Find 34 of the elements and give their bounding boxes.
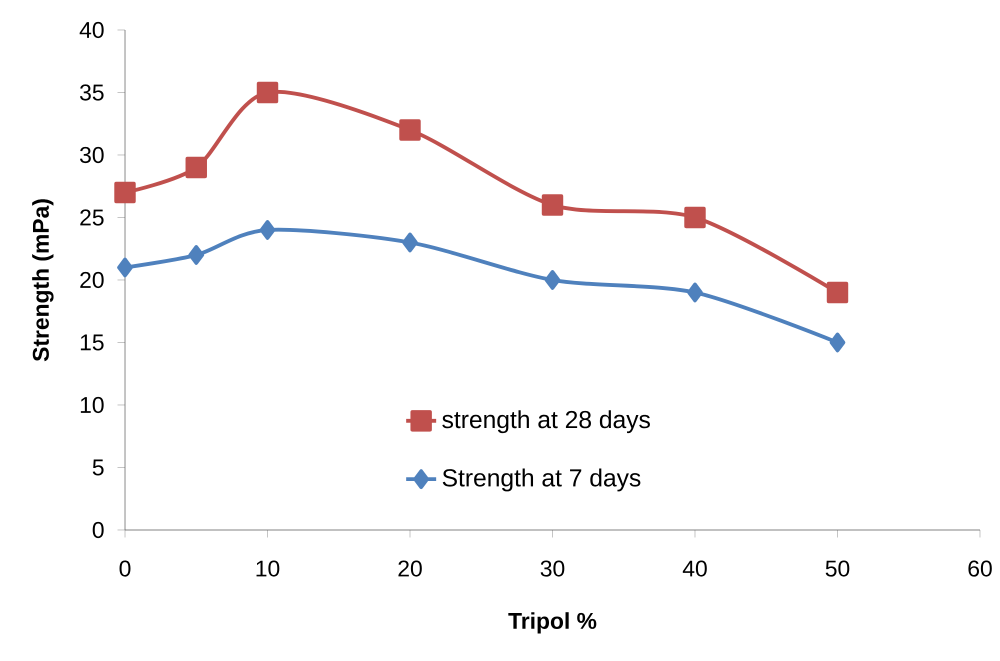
y-tick-label: 15	[80, 334, 104, 350]
y-tick-label: 20	[80, 272, 104, 288]
x-tick-label: 50	[826, 560, 850, 577]
point	[684, 206, 706, 228]
x-tick-label: 30	[540, 560, 564, 577]
point	[544, 270, 560, 290]
y-tick-label: 40	[80, 22, 104, 38]
y-tick-label: 10	[80, 396, 104, 414]
x-tick-label: 20	[398, 560, 422, 577]
point	[188, 245, 204, 265]
x-tick-label: 10	[256, 560, 280, 577]
y-tick-label: 35	[80, 84, 104, 101]
point	[830, 332, 846, 352]
point	[687, 282, 703, 302]
x-tick-label: 60	[968, 560, 992, 577]
legend-label: Strength at 7 days	[442, 468, 640, 492]
x-tick-label: 0	[120, 560, 130, 577]
y-tick-label: 0	[92, 522, 104, 538]
legend-label: strength at 28 days	[442, 410, 650, 434]
x-tick-label: 40	[682, 560, 707, 577]
x-axis-title: Tripol %	[508, 612, 596, 634]
y-tick-label: 25	[80, 209, 104, 226]
point	[542, 194, 564, 216]
y-tick-label: 30	[80, 146, 104, 164]
point	[260, 220, 276, 240]
y-tick-label: 5	[92, 460, 104, 476]
point	[256, 82, 278, 104]
point	[186, 156, 207, 178]
point	[399, 119, 421, 141]
y-axis-title: Strength (mPa)	[32, 199, 54, 362]
point	[117, 258, 133, 278]
point	[826, 282, 848, 304]
point	[114, 182, 136, 204]
point	[402, 232, 418, 252]
